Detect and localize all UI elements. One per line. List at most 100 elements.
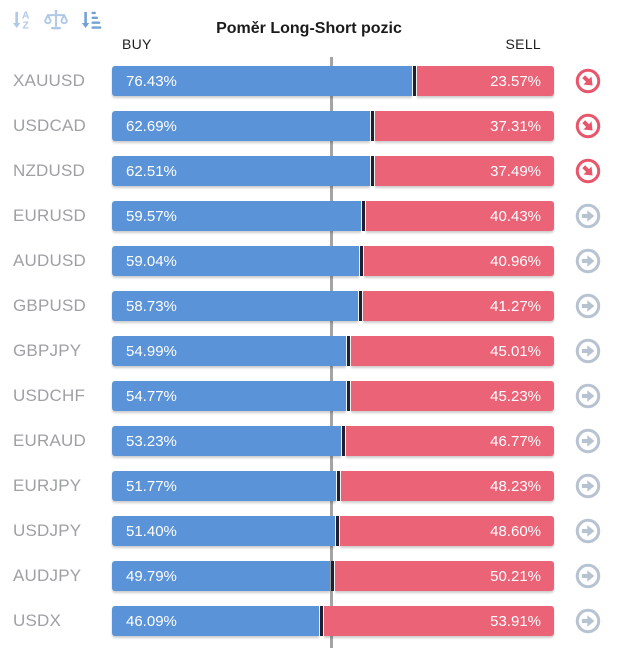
bar-track: 62.51% 37.49% (112, 156, 554, 186)
buy-value: 46.09% (126, 612, 177, 630)
sell-value: 48.23% (490, 477, 541, 495)
pair-label: AUDUSD (13, 251, 86, 270)
trend-button[interactable] (574, 607, 602, 635)
page-title: Poměr Long-Short pozic (216, 20, 402, 37)
buy-value: 58.73% (126, 297, 177, 315)
pair-label: XAUUSD (13, 71, 86, 90)
circle-arrow-right-icon (575, 293, 601, 319)
buy-bar: 59.57% (112, 201, 361, 231)
ratio-rows: XAUUSD 76.43% 23.57% USDCAD (0, 66, 618, 651)
bar-divider (370, 156, 374, 186)
trend-button[interactable] (574, 202, 602, 230)
bar-divider (346, 381, 350, 411)
bar-divider (319, 606, 323, 636)
table-row: XAUUSD 76.43% 23.57% (0, 66, 618, 96)
pair-label: GBPJPY (13, 341, 82, 360)
table-row: USDX 46.09% 53.91% (0, 606, 618, 636)
buy-bar: 59.04% (112, 246, 359, 276)
pair-label: EURAUD (13, 431, 86, 450)
bar-track: 62.69% 37.31% (112, 111, 554, 141)
bar-divider (337, 471, 341, 501)
sort-toolbar: A Z (8, 6, 106, 34)
sell-value: 37.49% (490, 162, 541, 180)
bar-track: 51.40% 48.60% (112, 516, 554, 546)
buy-bar: 54.77% (112, 381, 346, 411)
circle-arrow-right-icon (575, 428, 601, 454)
trend-button[interactable] (574, 562, 602, 590)
pair-label: USDX (13, 611, 62, 630)
sell-value: 40.43% (490, 207, 541, 225)
buy-bar: 51.40% (112, 516, 336, 546)
sell-bar: 48.60% (340, 516, 554, 546)
pair-label: USDCHF (13, 386, 86, 405)
buy-bar: 46.09% (112, 606, 319, 636)
table-row: USDCHF 54.77% 45.23% (0, 381, 618, 411)
pair-label: AUDJPY (13, 566, 82, 585)
balance-scale-icon[interactable] (43, 6, 71, 34)
bar-divider (331, 561, 335, 591)
bar-divider (347, 336, 351, 366)
table-row: EURAUD 53.23% 46.77% (0, 426, 618, 456)
circle-arrow-right-icon (575, 608, 601, 634)
pair-label: USDJPY (13, 521, 82, 540)
table-row: EURJPY 51.77% 48.23% (0, 471, 618, 501)
buy-bar: 62.69% (112, 111, 371, 141)
trend-button[interactable] (574, 337, 602, 365)
buy-value: 51.77% (126, 477, 177, 495)
buy-bar: 51.77% (112, 471, 337, 501)
sell-bar: 37.49% (374, 156, 554, 186)
buy-column-header: BUY (122, 36, 152, 52)
buy-value: 62.69% (126, 117, 177, 135)
bar-track: 51.77% 48.23% (112, 471, 554, 501)
trend-button[interactable] (574, 427, 602, 455)
svg-text:A: A (22, 10, 30, 21)
circle-arrow-down-right-icon (575, 158, 601, 184)
buy-value: 59.04% (126, 252, 177, 270)
sell-value: 23.57% (490, 72, 541, 90)
sort-by-amount-icon[interactable] (78, 6, 106, 34)
buy-bar: 53.23% (112, 426, 341, 456)
sell-bar: 48.23% (341, 471, 554, 501)
trend-button[interactable] (574, 382, 602, 410)
bar-divider (361, 201, 365, 231)
table-row: USDCAD 62.69% 37.31% (0, 111, 618, 141)
table-row: GBPUSD 58.73% 41.27% (0, 291, 618, 321)
trend-button[interactable] (574, 292, 602, 320)
buy-value: 62.51% (126, 162, 177, 180)
pair-label: GBPUSD (13, 296, 86, 315)
buy-value: 59.57% (126, 207, 177, 225)
table-row: USDJPY 51.40% 48.60% (0, 516, 618, 546)
circle-arrow-right-icon (575, 473, 601, 499)
sell-bar: 53.91% (323, 606, 554, 636)
bar-track: 76.43% 23.57% (112, 66, 554, 96)
circle-arrow-down-right-icon (575, 68, 601, 94)
trend-button[interactable] (574, 112, 602, 140)
trend-button[interactable] (574, 67, 602, 95)
buy-value: 53.23% (126, 432, 177, 450)
circle-arrow-right-icon (575, 338, 601, 364)
buy-value: 54.77% (126, 387, 177, 405)
sort-alphabetical-icon[interactable]: A Z (8, 6, 36, 34)
trend-button[interactable] (574, 472, 602, 500)
buy-value: 51.40% (126, 522, 177, 540)
sell-value: 45.23% (490, 387, 541, 405)
sell-value: 50.21% (490, 567, 541, 585)
circle-arrow-right-icon (575, 203, 601, 229)
sell-bar: 45.23% (350, 381, 554, 411)
trend-button[interactable] (574, 517, 602, 545)
buy-bar: 76.43% (112, 66, 413, 96)
bar-track: 49.79% 50.21% (112, 561, 554, 591)
buy-value: 76.43% (126, 72, 177, 90)
bar-divider (359, 246, 363, 276)
trend-button[interactable] (574, 247, 602, 275)
bar-divider (336, 516, 340, 546)
sell-bar: 46.77% (345, 426, 554, 456)
sell-bar: 40.96% (363, 246, 554, 276)
circle-arrow-right-icon (575, 383, 601, 409)
trend-button[interactable] (574, 157, 602, 185)
buy-bar: 58.73% (112, 291, 358, 321)
bar-divider (341, 426, 345, 456)
table-row: NZDUSD 62.51% 37.49% (0, 156, 618, 186)
sell-value: 48.60% (490, 522, 541, 540)
